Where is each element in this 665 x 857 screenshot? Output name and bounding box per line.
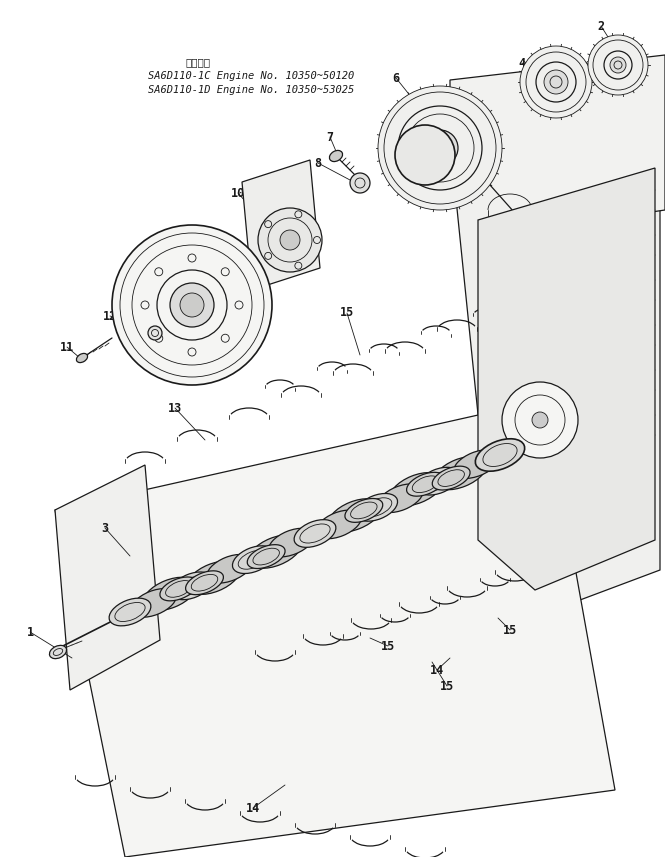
Polygon shape [242,160,320,290]
Text: 10: 10 [231,187,245,200]
Ellipse shape [356,494,398,521]
Circle shape [422,130,458,166]
Circle shape [350,173,370,193]
Text: 3: 3 [102,522,108,535]
Text: 12: 12 [103,309,117,322]
Ellipse shape [432,466,470,490]
Ellipse shape [247,545,285,568]
Ellipse shape [171,572,213,600]
Ellipse shape [406,472,444,496]
Circle shape [588,35,648,95]
Ellipse shape [316,510,361,539]
Polygon shape [478,168,655,590]
Circle shape [378,86,502,210]
Ellipse shape [109,598,151,626]
Ellipse shape [187,561,240,595]
Circle shape [395,125,455,185]
Ellipse shape [249,535,302,568]
Ellipse shape [479,441,521,469]
Text: 15: 15 [503,624,517,637]
Circle shape [148,326,162,340]
Text: 11: 11 [60,340,74,353]
Ellipse shape [144,578,196,610]
Ellipse shape [329,151,342,162]
Ellipse shape [475,439,525,471]
Ellipse shape [390,472,443,506]
Ellipse shape [131,589,176,617]
Polygon shape [450,80,660,630]
Text: SA6D110-1C Engine No. 10350~50120: SA6D110-1C Engine No. 10350~50120 [148,71,354,81]
Polygon shape [55,400,615,857]
Ellipse shape [186,571,223,595]
Circle shape [502,382,578,458]
Text: 通用号码: 通用号码 [186,57,211,67]
Text: 14: 14 [246,801,260,814]
Polygon shape [55,465,160,690]
Text: 14: 14 [430,663,444,676]
Ellipse shape [378,484,423,512]
Ellipse shape [329,499,381,532]
Text: 4: 4 [519,57,525,69]
Circle shape [532,412,548,428]
Ellipse shape [294,519,336,548]
Ellipse shape [76,353,88,363]
Circle shape [180,293,204,317]
Circle shape [520,46,592,118]
Ellipse shape [233,546,274,573]
Text: 15: 15 [381,639,395,652]
Ellipse shape [269,528,314,557]
Polygon shape [450,55,665,230]
Ellipse shape [207,554,253,583]
Text: SA6D110-1D Engine No. 10350~53025: SA6D110-1D Engine No. 10350~53025 [148,85,354,95]
Ellipse shape [418,467,460,495]
Ellipse shape [49,645,66,659]
Circle shape [280,230,300,250]
Text: 1: 1 [27,626,33,638]
Text: 15: 15 [440,680,454,692]
Text: 8: 8 [315,157,322,170]
Text: 9: 9 [148,239,156,253]
Text: 13: 13 [168,401,182,415]
Text: 15: 15 [340,307,354,320]
Circle shape [258,208,322,272]
Text: 5: 5 [414,92,422,105]
Text: 6: 6 [392,71,400,85]
Circle shape [610,57,626,73]
Circle shape [170,283,214,327]
Circle shape [112,225,272,385]
Text: 2: 2 [597,20,604,33]
Ellipse shape [160,577,198,601]
Ellipse shape [434,457,487,489]
Ellipse shape [345,499,383,522]
Circle shape [544,70,568,94]
Ellipse shape [454,450,499,478]
Text: 7: 7 [327,130,334,143]
